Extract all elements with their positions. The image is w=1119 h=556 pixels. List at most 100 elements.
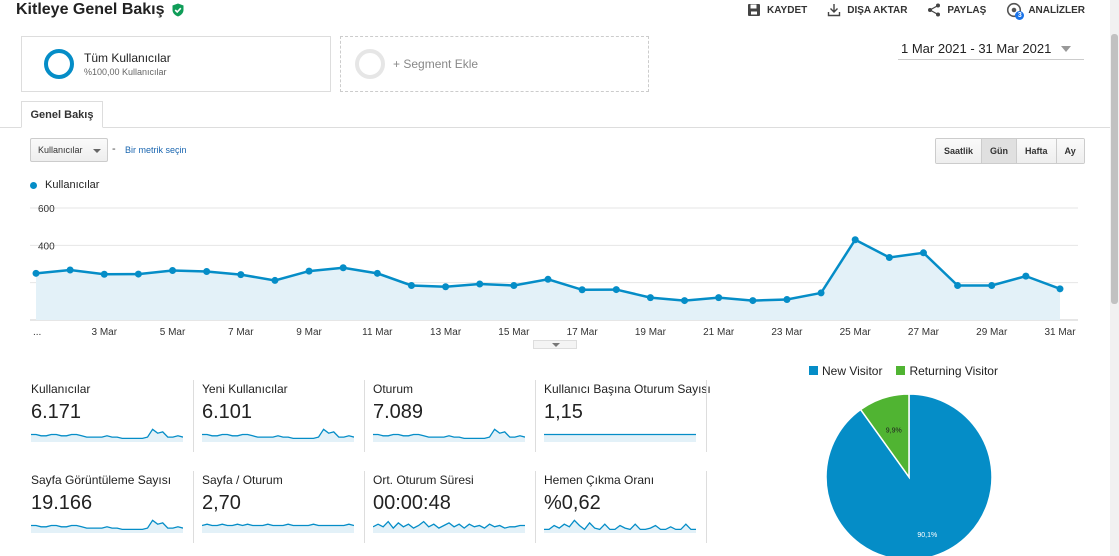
metric-label: Sayfa / Oturum (202, 473, 283, 487)
metric-value: %0,62 (544, 492, 601, 514)
sparkline-line (31, 428, 183, 440)
data-point[interactable] (271, 276, 279, 284)
x-tick-label: 19 Mar (635, 327, 667, 338)
sparkline-line (202, 428, 354, 440)
segment-name: Tüm Kullanıcılar (84, 51, 171, 65)
pie-legend-returning[interactable]: Returning Visitor (896, 364, 998, 378)
metric-sparkline (373, 428, 525, 442)
data-point[interactable] (100, 270, 108, 278)
data-point[interactable] (510, 281, 518, 289)
metric-selector[interactable]: Kullanıcılar (30, 138, 108, 162)
data-point[interactable] (988, 281, 996, 289)
x-tick-label: 15 Mar (498, 327, 530, 338)
data-point[interactable] (749, 297, 757, 305)
data-point[interactable] (66, 266, 74, 274)
date-range-text: 1 Mar 2021 - 31 Mar 2021 (901, 41, 1052, 56)
export-button[interactable]: DIŞA AKTAR (827, 3, 907, 17)
metric-tile[interactable]: Kullanıcılar 6.171 (31, 382, 191, 452)
metric-label: Ort. Oturum Süresi (373, 473, 474, 487)
metric-separator: - (112, 143, 116, 155)
save-label: KAYDET (767, 4, 808, 16)
metric-label: Kullanıcılar (31, 382, 91, 396)
pie-slice-label: 9,9% (886, 428, 902, 435)
data-point[interactable] (646, 294, 654, 302)
data-point[interactable] (339, 264, 347, 272)
page-title: Kitleye Genel Bakış (16, 1, 185, 19)
data-point[interactable] (32, 269, 40, 277)
sparkline-line (373, 428, 525, 440)
sparkline-area (202, 524, 354, 533)
segment-card-all-users[interactable]: Tüm Kullanıcılar %100,00 Kullanıcılar (21, 36, 331, 92)
pie-slice[interactable] (859, 393, 910, 480)
pie-legend-new[interactable]: New Visitor (809, 364, 882, 378)
metric-tile[interactable]: Kullanıcı Başına Oturum Sayısı 1,15 (544, 382, 711, 452)
data-point[interactable] (919, 249, 927, 257)
share-button[interactable]: PAYLAŞ (927, 3, 986, 17)
download-icon (828, 4, 841, 17)
sparkline-area (544, 520, 696, 533)
tab-overview[interactable]: Genel Bakış (21, 101, 103, 128)
metric-sparkline (31, 428, 183, 442)
metric-label: Hemen Çıkma Oranı (544, 473, 655, 487)
data-point[interactable] (885, 253, 893, 261)
data-point[interactable] (954, 281, 962, 289)
data-point[interactable] (851, 236, 859, 244)
data-point[interactable] (203, 267, 211, 275)
metric-divider (535, 380, 536, 452)
data-point[interactable] (1022, 272, 1030, 280)
page-scrollbar[interactable] (1110, 0, 1119, 556)
x-tick-label: 29 Mar (976, 327, 1008, 338)
metric-sparkline (202, 428, 354, 442)
data-point[interactable] (681, 297, 689, 305)
x-tick-label: 17 Mar (567, 327, 599, 338)
metric-tile[interactable]: Yeni Kullanıcılar 6.101 (202, 382, 362, 452)
data-point[interactable] (612, 286, 620, 294)
chart-legend: Kullanıcılar (30, 179, 99, 191)
metric-value: 6.101 (202, 401, 253, 423)
data-point[interactable] (305, 267, 313, 275)
metric-label: Oturum (373, 382, 414, 396)
data-point[interactable] (715, 294, 723, 302)
data-point[interactable] (169, 267, 177, 275)
date-range-picker[interactable]: 1 Mar 2021 - 31 Mar 2021 (898, 38, 1084, 60)
data-point[interactable] (134, 270, 142, 278)
granularity-week[interactable]: Hafta (1016, 139, 1056, 163)
add-segment-button[interactable]: + Segment Ekle (340, 36, 649, 92)
sparkline-line (373, 520, 525, 530)
metric-tile[interactable]: Sayfa / Oturum 2,70 (202, 473, 362, 543)
data-point[interactable] (442, 283, 450, 291)
granularity-hourly[interactable]: Saatlik (936, 139, 982, 163)
data-point[interactable] (544, 275, 552, 283)
visitor-type-pie-chart: 90,1% 9,9% (825, 393, 993, 556)
pick-metric-link[interactable]: Bir metrik seçin (125, 145, 187, 155)
data-point[interactable] (237, 271, 245, 279)
data-point[interactable] (407, 281, 415, 289)
granularity-day[interactable]: Gün (981, 139, 1017, 163)
data-point[interactable] (476, 280, 484, 288)
data-point[interactable] (817, 289, 825, 297)
data-point[interactable] (1056, 285, 1064, 293)
x-tick-label: 7 Mar (228, 327, 254, 338)
metric-sparkline (373, 520, 525, 533)
metric-tile[interactable]: Oturum 7.089 (373, 382, 533, 452)
metric-sparkline (202, 523, 354, 533)
collapse-chart-toggle[interactable] (533, 340, 577, 349)
segment-subtitle: %100,00 Kullanıcılar (84, 67, 167, 77)
save-button[interactable]: KAYDET (747, 3, 807, 17)
insights-label: ANALİZLER (1028, 4, 1085, 16)
scrollbar-thumb[interactable] (1111, 34, 1118, 304)
data-point[interactable] (578, 286, 586, 294)
segment-ring-icon (44, 49, 74, 79)
x-tick-label: 3 Mar (91, 327, 117, 338)
metric-tile[interactable]: Ort. Oturum Süresi 00:00:48 (373, 473, 533, 543)
metric-tile[interactable]: Sayfa Görüntüleme Sayısı 19.166 (31, 473, 191, 543)
metric-tile[interactable]: Hemen Çıkma Oranı %0,62 (544, 473, 704, 543)
granularity-month[interactable]: Ay (1055, 139, 1084, 163)
insights-button[interactable]: 3 ANALİZLER (1006, 2, 1085, 20)
x-tick-label: 27 Mar (908, 327, 940, 338)
metric-label: Yeni Kullanıcılar (202, 382, 288, 396)
data-point[interactable] (373, 269, 381, 277)
data-point[interactable] (783, 295, 791, 303)
share-icon (928, 3, 941, 17)
